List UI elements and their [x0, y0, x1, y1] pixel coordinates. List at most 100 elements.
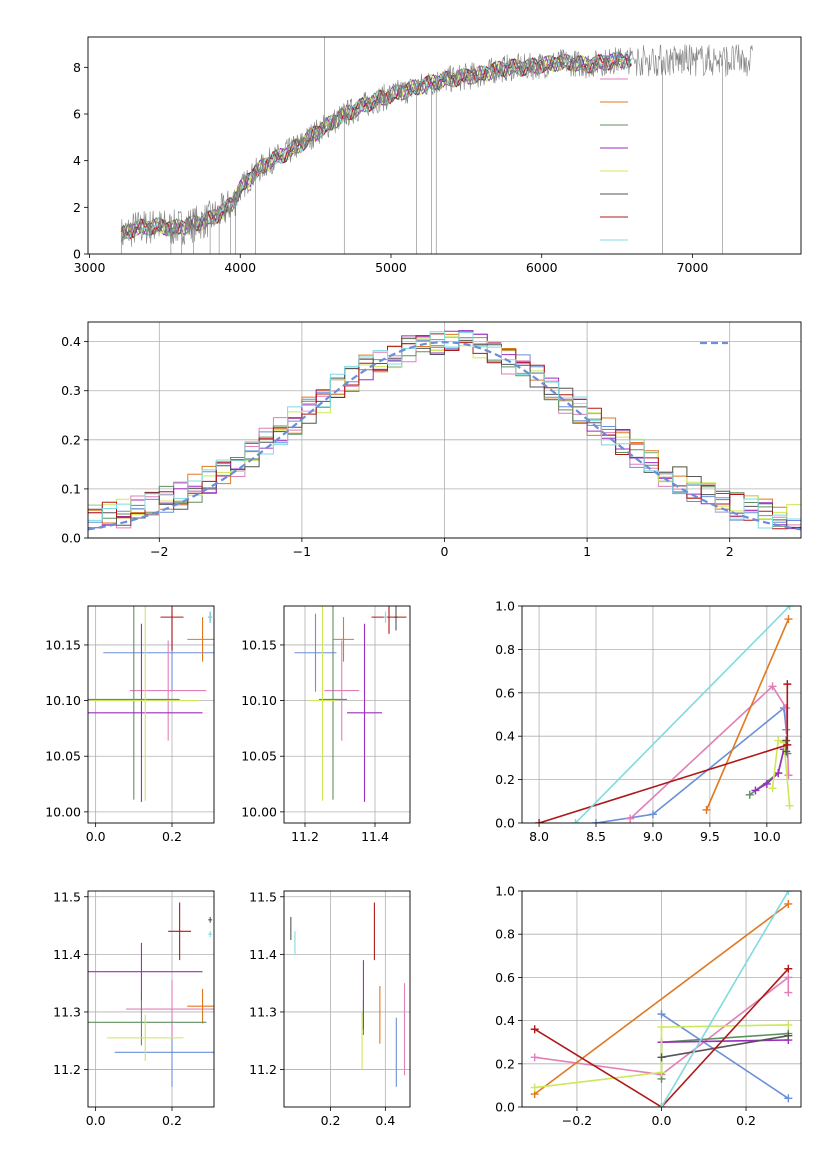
y-tick-label: 11.2: [53, 1062, 81, 1077]
y-tick-label: 10.00: [241, 804, 277, 819]
x-tick-label: 6000: [526, 260, 558, 275]
x-tick-label: −1: [293, 544, 311, 559]
x-tick-label: 0.2: [162, 1113, 182, 1128]
weight-series-line: [595, 706, 787, 823]
weight-series-line: [534, 903, 789, 1095]
weight-series-line: [754, 749, 785, 792]
plot-frame: [521, 605, 802, 824]
weight-marker: [657, 1010, 666, 1019]
plot-frame: [283, 890, 411, 1108]
weight-marker: [592, 819, 601, 823]
y-tick-label: 10.05: [45, 749, 81, 764]
weight-marker: [784, 615, 793, 624]
data-point: [130, 640, 207, 741]
data-point: [371, 606, 407, 634]
y-tick-label: 11.3: [249, 1004, 277, 1019]
x-tick-label: 0.0: [652, 1113, 672, 1128]
weight-marker: [535, 819, 544, 823]
weight-marker: [782, 703, 791, 712]
data-point: [308, 606, 337, 801]
plot-frame: [521, 890, 802, 1108]
weight-series-line: [534, 968, 789, 1107]
y-tick-label: 10.15: [241, 637, 277, 652]
axes-weight-vs-age: 8.0 8.5 9.0 9.5 10.0 0.0 0.2 0.4 0.6 0.8 1.0: [495, 599, 801, 844]
x-tick-label: 9.0: [643, 829, 663, 844]
y-tick-label: 10.10: [45, 693, 81, 708]
plot-frame: [87, 36, 802, 255]
weight-marker: [782, 736, 791, 745]
y-tick-label: 2: [73, 200, 81, 215]
weight-marker: [784, 891, 793, 895]
weight-marker: [657, 1053, 666, 1062]
histogram-series: [88, 337, 801, 529]
x-tick-label: 9.5: [700, 829, 720, 844]
lines-weight-vs-z: [530, 891, 793, 1107]
lines-weight-vs-age: [535, 606, 794, 823]
weight-marker: [762, 779, 771, 788]
y-tick-label: 0.0: [495, 1100, 515, 1115]
data-point: [347, 623, 382, 802]
weight-marker: [785, 801, 794, 810]
x-tick-label: 4000: [224, 260, 256, 275]
axes-age-vs-mass: 11.2 11.4 10.00 10.05 10.10 10.15: [241, 606, 410, 844]
y-tick-label: 1.0: [495, 599, 515, 614]
axes-age-vs-z: 0.0 0.2 10.00 10.05 10.10 10.15: [45, 606, 214, 844]
x-tick-label: 0.4: [375, 1113, 395, 1128]
data-point: [294, 613, 337, 692]
histogram-series: [88, 331, 801, 529]
data-point: [88, 606, 180, 800]
points-age-vs-z: [88, 606, 214, 802]
axes-residuals: −2 −1 0 1 2 0.0 0.1 0.2 0.3 0.4: [61, 322, 801, 559]
plot-frame: [283, 605, 411, 824]
points-mass-vs-ebv: [290, 902, 406, 1087]
model-spectrum-line: [120, 50, 632, 240]
y-tick-label: 11.4: [53, 947, 81, 962]
x-tick-label: 0.2: [321, 1113, 341, 1128]
model-spectrum-line: [121, 51, 632, 239]
data-point: [91, 606, 199, 801]
weight-marker: [783, 740, 792, 749]
weight-series-line: [538, 684, 789, 823]
data-point: [107, 1014, 184, 1061]
plot-frame: [87, 605, 215, 824]
weight-series-line: [660, 891, 789, 1107]
x-tick-label: 1: [583, 544, 591, 559]
y-tick-label: 0.6: [495, 685, 515, 700]
y-tick-label: 0.1: [61, 481, 81, 496]
y-tick-label: 0: [73, 247, 81, 262]
y-tick-label: 0.8: [495, 927, 515, 942]
weight-marker: [657, 1103, 666, 1107]
histogram-plot: [88, 330, 801, 531]
weight-marker: [784, 899, 793, 908]
data-point: [324, 640, 360, 741]
x-tick-label: 2: [726, 544, 734, 559]
weight-series-line: [661, 1039, 789, 1043]
y-tick-label: 0.2: [495, 772, 515, 787]
data-point: [88, 942, 203, 1001]
y-tick-label: 10.00: [45, 804, 81, 819]
weight-marker: [657, 1068, 666, 1077]
axes-mass-vs-z: 0.0 0.2 11.2 11.3 11.4 11.5: [53, 889, 214, 1128]
plot-frame: [87, 890, 215, 1108]
y-tick-label: 11.4: [249, 947, 277, 962]
weight-series-line: [661, 1013, 789, 1100]
x-tick-label: 0.2: [162, 829, 182, 844]
x-tick-label: 10.0: [753, 829, 781, 844]
spectrum-plot: [120, 37, 753, 254]
y-tick-label: 0.2: [61, 432, 81, 447]
x-tick-label: −0.2: [562, 1113, 592, 1128]
weight-marker: [530, 1083, 539, 1092]
model-spectrum-line: [120, 52, 632, 242]
data-point: [168, 902, 192, 961]
gaussian-curve: [88, 341, 801, 531]
weight-series-line: [534, 1024, 789, 1089]
x-tick-label: 11.4: [361, 829, 389, 844]
weight-marker: [784, 1094, 793, 1103]
y-tick-label: 11.3: [53, 1004, 81, 1019]
model-spectrum-line: [120, 53, 632, 239]
weight-series-line: [574, 606, 791, 823]
y-tick-label: 11.5: [53, 889, 81, 904]
weight-marker: [784, 1031, 793, 1040]
weight-marker: [784, 1020, 793, 1029]
